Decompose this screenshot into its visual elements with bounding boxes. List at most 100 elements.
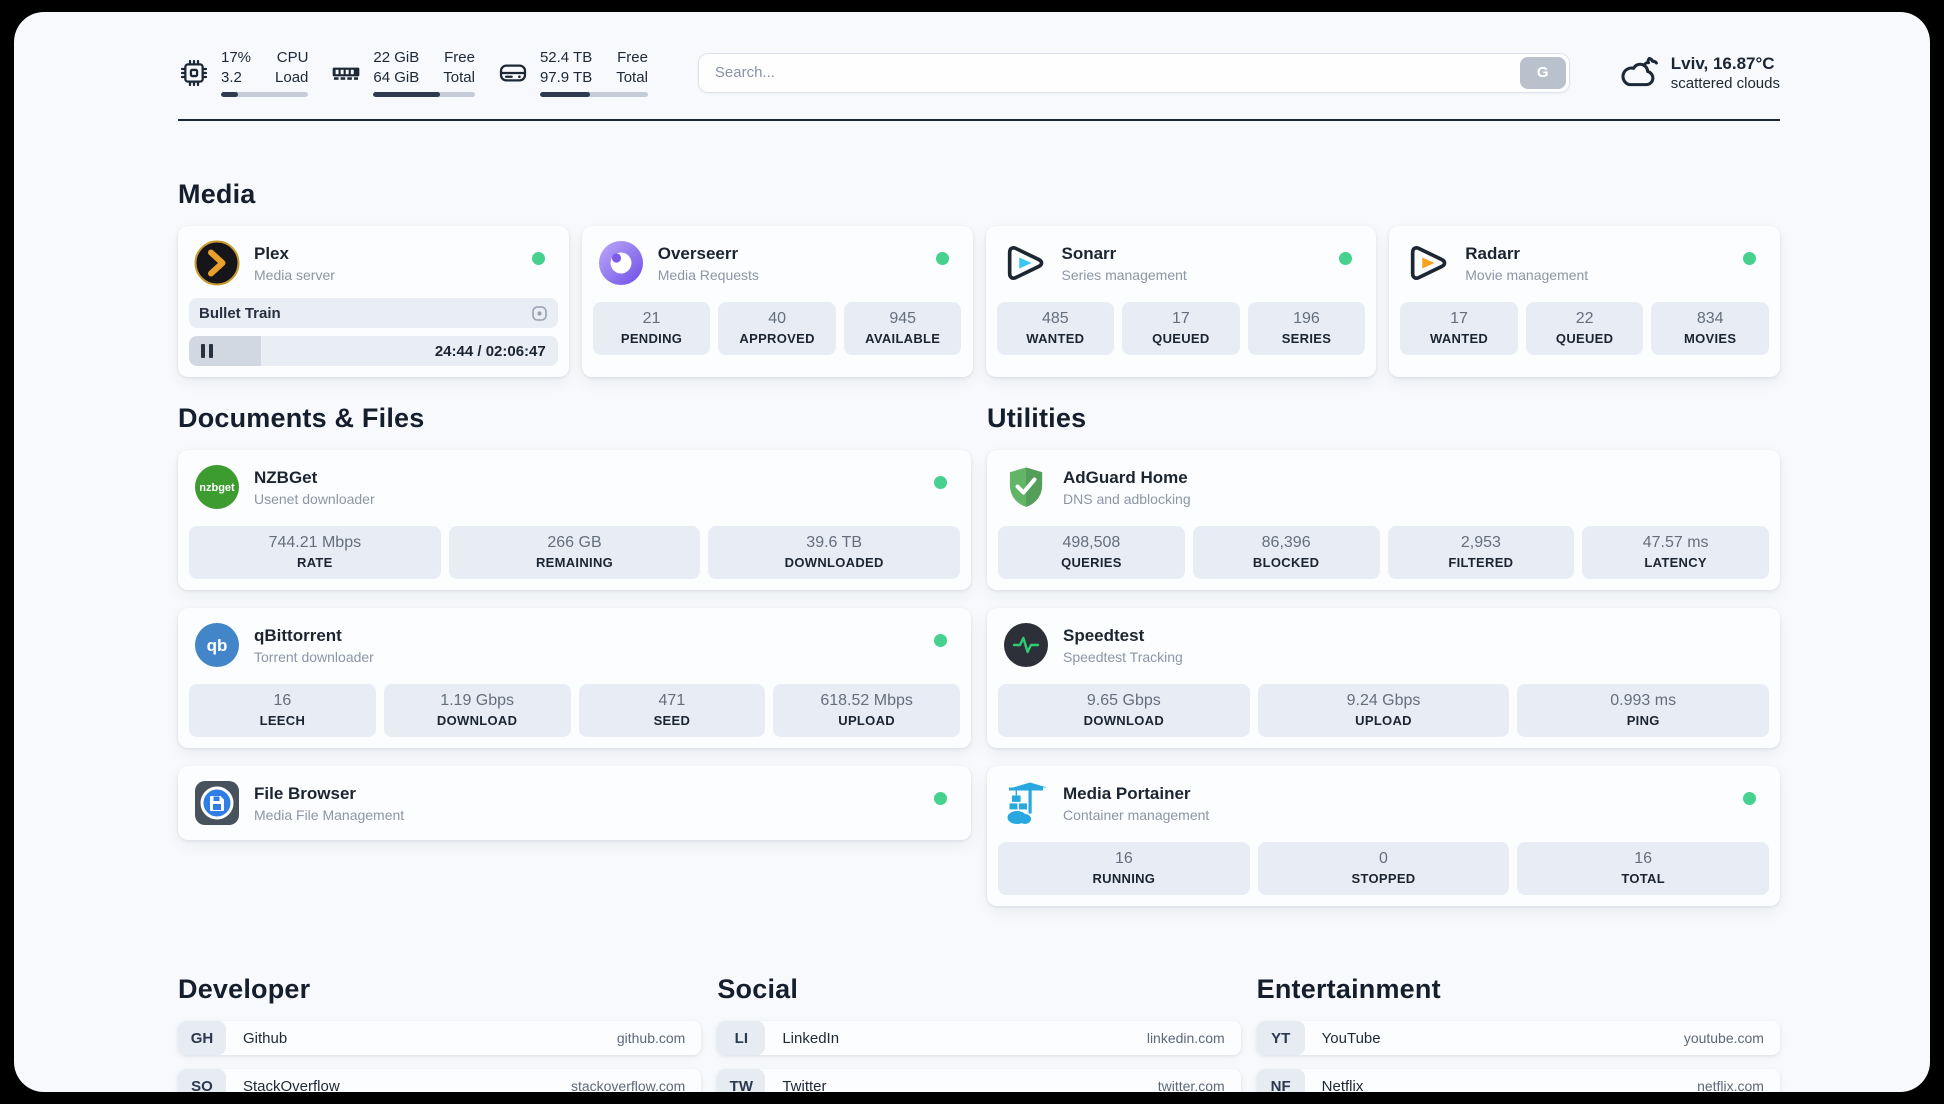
filebrowser-card[interactable]: File Browser Media File Management (178, 766, 971, 840)
entertainment-section-title: Entertainment (1256, 974, 1441, 1004)
app-name: Speedtest (1063, 625, 1145, 645)
social-links-column: Social LI LinkedIn linkedin.com TW Twitt… (717, 974, 1241, 1092)
app-description: DNS and adblocking (1063, 490, 1191, 507)
ram-progress-track (373, 92, 475, 97)
developer-links-column: Developer GH Github github.com SO StackO… (178, 974, 702, 1092)
stat-tile: 40 APPROVED (718, 302, 836, 355)
weather-widget[interactable]: Lviv, 16.87°C scattered clouds (1616, 54, 1780, 92)
ram-total-label: Total (443, 68, 475, 86)
link-github[interactable]: GH Github github.com (178, 1021, 702, 1055)
link-linkedin[interactable]: LI LinkedIn linkedin.com (717, 1021, 1241, 1055)
app-description: Speedtest Tracking (1063, 648, 1183, 665)
app-description: Movie management (1465, 266, 1589, 283)
stat-tile: 16 RUNNING (998, 842, 1250, 895)
dashboard-page: 17% CPU 3.2 Load (14, 12, 1930, 1092)
link-netflix[interactable]: NF Netflix netflix.com (1256, 1069, 1780, 1092)
now-playing-title: Bullet Train (199, 304, 281, 322)
status-dot-online (934, 634, 947, 647)
stat-tile: 47.57 ms LATENCY (1582, 526, 1769, 579)
plex-card[interactable]: Plex Media server Bullet Train (178, 226, 569, 377)
social-section-title: Social (717, 974, 799, 1004)
utilities-column: Utilities AdGuard Home DNS and adblockin… (987, 403, 1780, 924)
portainer-icon (1003, 780, 1049, 826)
stat-tile: 0 STOPPED (1257, 842, 1510, 895)
developer-section-title: Developer (178, 974, 311, 1004)
weather-location-temp: Lviv, 16.87°C (1670, 53, 1775, 73)
disk-progress-track (539, 92, 648, 97)
adguard-card[interactable]: AdGuard Home DNS and adblocking 498,508 … (987, 450, 1780, 590)
documents-section-title: Documents & Files (178, 403, 425, 433)
ram-total-value: 64 GiB (373, 68, 420, 86)
link-youtube[interactable]: YT YouTube youtube.com (1256, 1021, 1780, 1055)
ram-free-value: 22 GiB (373, 49, 420, 66)
cloud-icon (1616, 55, 1658, 91)
playback-progress-bar[interactable]: 24:44 / 02:06:47 (189, 336, 558, 366)
app-name: Radarr (1465, 243, 1521, 263)
adguard-icon (1003, 464, 1049, 510)
nzbget-card[interactable]: nzbget NZBGet Usenet downloader 744.21 M… (178, 450, 971, 590)
app-name: qBittorrent (254, 625, 342, 645)
link-twitter[interactable]: TW Twitter twitter.com (717, 1069, 1241, 1092)
link-badge: NF (1256, 1069, 1305, 1092)
stat-tile: 16 TOTAL (1517, 842, 1770, 895)
disk-total-label: Total (616, 68, 648, 86)
svg-text:nzbget: nzbget (199, 482, 235, 494)
stat-tile: 618.52 Mbps UPLOAD (773, 684, 960, 737)
pause-icon[interactable] (201, 344, 215, 358)
search-bar: G (697, 52, 1570, 93)
nzbget-icon: nzbget (194, 464, 240, 510)
qbittorrent-icon: qb (194, 622, 240, 668)
qbittorrent-card[interactable]: qb qBittorrent Torrent downloader 16 LEE… (178, 608, 971, 748)
cpu-percent: 17% (221, 49, 252, 66)
link-stackoverflow[interactable]: SO StackOverflow stackoverflow.com (178, 1069, 702, 1092)
sonarr-card[interactable]: Sonarr Series management 485 WANTED 17 Q… (985, 226, 1377, 377)
app-description: Usenet downloader (254, 490, 375, 507)
cpu-load-label: Load (275, 68, 309, 86)
search-engine-button[interactable]: G (1519, 56, 1566, 89)
svg-text:qb: qb (207, 636, 228, 655)
top-bar: 17% CPU 3.2 Load (178, 48, 1780, 97)
stat-tile: 744.21 Mbps RATE (189, 526, 441, 579)
app-description: Media Requests (657, 266, 759, 283)
now-playing-row: Bullet Train (189, 298, 558, 328)
app-description: Media server (254, 266, 335, 283)
disk-icon (497, 57, 529, 89)
filebrowser-icon (194, 780, 240, 826)
documents-column: Documents & Files nzbget NZBGet Usenet d… (178, 403, 971, 924)
speedtest-icon (1003, 622, 1049, 668)
stat-tile: 0.993 ms PING (1517, 684, 1770, 737)
session-camera-icon[interactable] (531, 305, 548, 322)
speedtest-card[interactable]: Speedtest Speedtest Tracking 9.65 Gbps D… (987, 608, 1780, 748)
link-badge: GH (178, 1021, 226, 1055)
playback-time: 24:44 / 02:06:47 (434, 342, 546, 360)
ram-progress-fill (373, 92, 441, 97)
disk-progress-fill (539, 92, 590, 97)
status-dot-online (531, 252, 545, 265)
stat-tile: 16 LEECH (189, 684, 376, 737)
disk-free-value: 52.4 TB (539, 49, 593, 66)
radarr-card[interactable]: Radarr Movie management 17 WANTED 22 QUE… (1389, 226, 1780, 377)
app-description: Series management (1061, 266, 1187, 283)
stat-tile: 86,396 BLOCKED (1192, 526, 1380, 579)
status-dot-online (935, 252, 949, 265)
stat-tile: 9.65 Gbps DOWNLOAD (998, 684, 1250, 737)
status-dot-online (934, 792, 947, 805)
cpu-icon (178, 57, 210, 89)
weather-condition: scattered clouds (1670, 74, 1780, 92)
overseerr-card[interactable]: Overseerr Media Requests 21 PENDING 40 A… (581, 226, 973, 377)
disk-total-value: 97.9 TB (539, 68, 593, 86)
cpu-stat: 17% CPU 3.2 Load (178, 48, 309, 97)
app-name: File Browser (254, 783, 357, 803)
plex-icon (194, 240, 240, 286)
ram-free-label: Free (444, 49, 475, 66)
status-dot-online (1743, 792, 1756, 805)
app-name: Media Portainer (1063, 783, 1191, 803)
cpu-progress-fill (221, 92, 238, 97)
portainer-card[interactable]: Media Portainer Container management 16 … (987, 766, 1780, 906)
header-divider (178, 119, 1780, 121)
search-input[interactable] (697, 52, 1570, 93)
link-badge: TW (717, 1069, 766, 1092)
app-description: Torrent downloader (254, 648, 374, 665)
stat-tile: 17 WANTED (1400, 302, 1518, 355)
ram-icon (330, 57, 362, 89)
